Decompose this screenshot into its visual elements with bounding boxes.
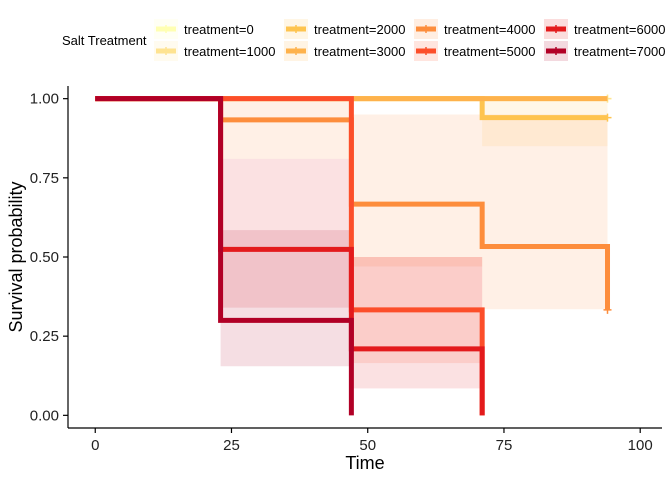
legend-key-cross [422,47,430,55]
legend-label: treatment=1000 [184,44,275,59]
legend-key-cross [292,25,300,33]
legend-item-1: treatment=1000 [154,41,275,61]
ci-band-4 [351,114,483,267]
legend-key-cross [162,47,170,55]
legend-item-2: treatment=2000 [284,19,405,39]
x-tick-label: 100 [628,437,653,454]
ci-band-4 [220,98,352,159]
legend-item-7: treatment=7000 [544,41,665,61]
legend-label: treatment=6000 [574,22,665,37]
survival-curves [95,94,612,416]
legend-label: treatment=7000 [574,44,665,59]
y-tick-label: 0.00 [30,407,59,424]
y-axis-title: Survival probability [6,181,26,332]
x-axis-title: Time [345,453,384,473]
ci-band-2 [482,98,608,147]
censor-mark-2 [603,113,612,122]
legend-label: treatment=5000 [444,44,535,59]
y-tick-label: 0.25 [30,328,59,345]
legend-key-cross [162,25,170,33]
legend: Salt Treatment treatment=0 treatment=1000… [62,19,665,61]
x-tick-label: 50 [359,437,376,454]
legend-key-cross [552,47,560,55]
censor-mark-4 [603,305,612,314]
axes: 0 25 50 75 100 0.00 0.25 0.50 0.75 1.00 [30,86,662,454]
legend-key-cross [292,47,300,55]
ci-band-7 [220,230,352,367]
x-tick-label: 0 [91,437,99,454]
legend-item-3: treatment=3000 [284,41,405,61]
ci-band-4 [482,114,608,310]
x-tick-label: 25 [223,437,240,454]
legend-label: treatment=2000 [314,22,405,37]
y-tick-label: 0.75 [30,170,59,187]
legend-key-cross [422,25,430,33]
y-tick-label: 1.00 [30,91,59,108]
legend-label: treatment=0 [184,22,254,37]
y-tick-label: 0.50 [30,249,59,266]
survival-curve-7 [95,96,354,416]
legend-label: treatment=4000 [444,22,535,37]
ci-band-6 [220,158,352,308]
legend-label: treatment=3000 [314,44,405,59]
x-tick-label: 75 [496,437,513,454]
legend-title: Salt Treatment [62,33,147,48]
legend-item-5: treatment=5000 [414,41,535,61]
ci-band-6 [351,257,483,389]
legend-item-0: treatment=0 [154,19,254,39]
confidence-bands [220,98,608,389]
legend-item-4: treatment=4000 [414,19,535,39]
legend-item-6: treatment=6000 [544,19,665,39]
legend-key-cross [552,25,560,33]
